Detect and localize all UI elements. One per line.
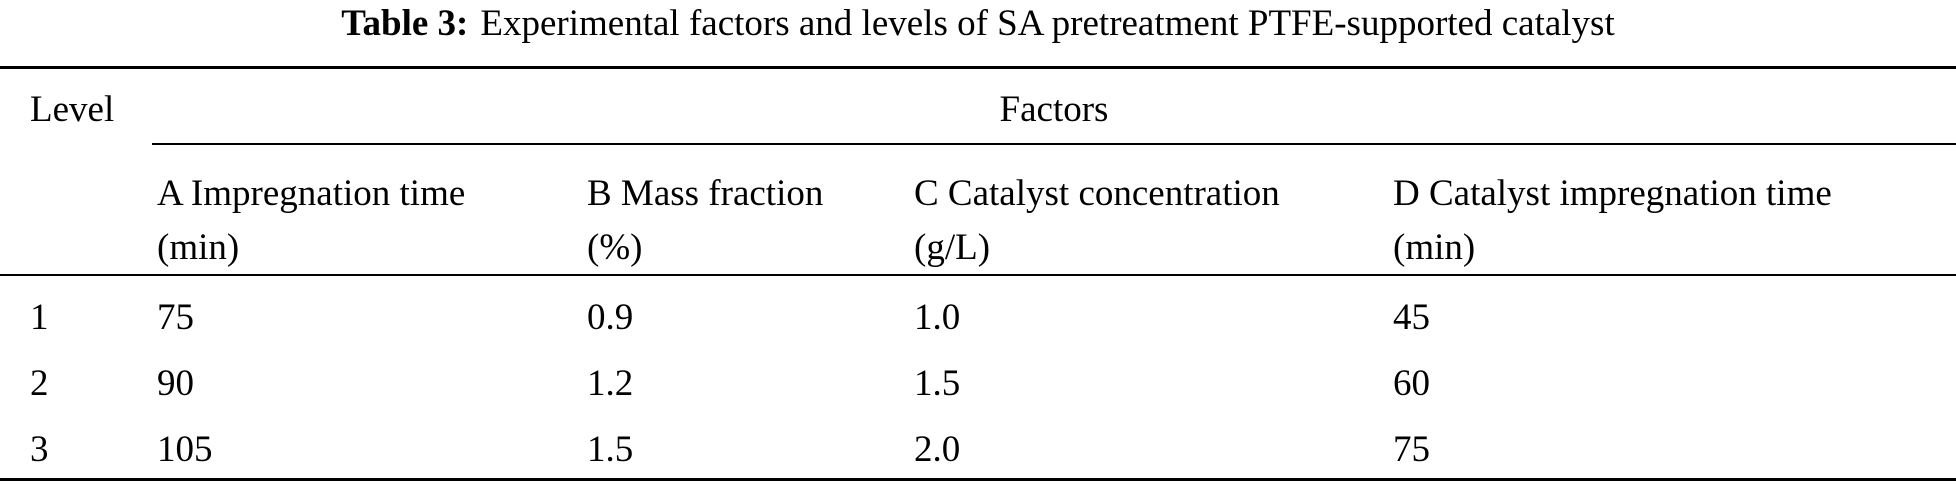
- row-3-d-value: 75: [1393, 429, 1430, 470]
- row-2-a-value: 90: [157, 363, 194, 404]
- row-3-c-value: 2.0: [914, 429, 961, 470]
- row-2-b-value: 1.2: [587, 363, 634, 404]
- table-bottom-rule: [0, 478, 1956, 481]
- row-2-d-value: 60: [1393, 363, 1430, 404]
- row-1-b-value: 0.9: [587, 297, 634, 338]
- row-3-b-value: 1.5: [587, 429, 634, 470]
- row-1-d-value: 45: [1393, 297, 1430, 338]
- level-column-header: Level: [30, 89, 115, 130]
- column-c-name: C Catalyst concentration: [914, 173, 1280, 214]
- table-caption: Table 3: Experimental factors and levels …: [0, 0, 1956, 56]
- table-top-rule: [0, 66, 1956, 69]
- row-1-level: 1: [30, 297, 49, 338]
- row-2-level: 2: [30, 363, 49, 404]
- column-d-unit: (min): [1393, 227, 1476, 268]
- column-b-unit: (%): [587, 227, 643, 268]
- caption-label: Table 3:: [341, 3, 469, 44]
- column-c-unit: (g/L): [914, 227, 991, 268]
- factors-group-header: Factors: [999, 89, 1109, 130]
- row-1-c-value: 1.0: [914, 297, 961, 338]
- row-3-a-value: 105: [157, 429, 213, 470]
- table-header-rule: [0, 274, 1956, 276]
- factors-header-rule: [152, 143, 1956, 145]
- column-a-unit: (min): [157, 227, 240, 268]
- row-2-c-value: 1.5: [914, 363, 961, 404]
- column-d-name: D Catalyst impregnation time: [1393, 173, 1832, 214]
- column-a-name: A Impregnation time: [157, 173, 466, 214]
- row-1-a-value: 75: [157, 297, 194, 338]
- row-3-level: 3: [30, 429, 49, 470]
- column-b-name: B Mass fraction: [587, 173, 824, 214]
- caption-title: Experimental factors and levels of SA pr…: [480, 3, 1615, 44]
